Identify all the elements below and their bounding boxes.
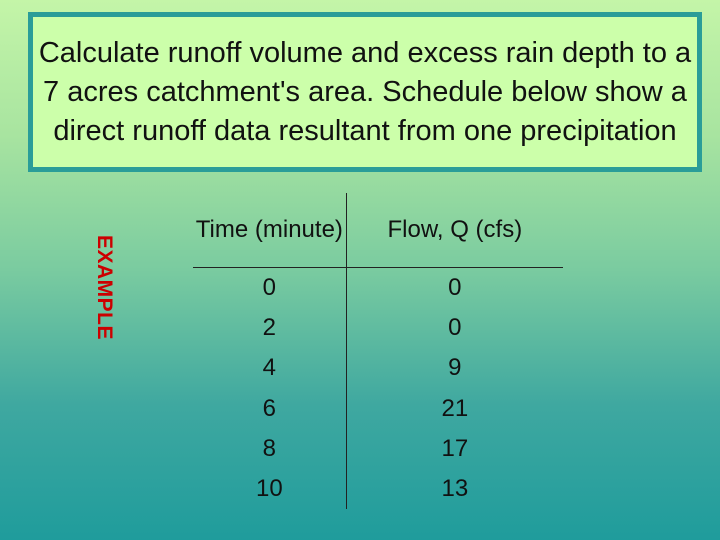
table-row: 2 0 [193,308,563,349]
table-row: 6 21 [193,388,563,429]
cell-flow: 9 [448,354,462,382]
header-flow: Flow, Q (cfs) [346,193,563,268]
title-box: Calculate runoff volume and excess rain … [28,12,702,172]
cell-flow: 13 [441,474,469,502]
cell-time: 2 [193,308,347,349]
cell-time: 4 [193,348,347,389]
cell-flow: 21 [441,394,469,422]
cell-time: 8 [193,428,347,469]
table-header-row: Time (minute) Flow, Q (cfs) [193,193,563,268]
table-row: 4 9 [193,348,563,389]
cell-flow: 0 [448,274,462,302]
cell-time: 0 [193,267,347,309]
table-row: 0 0 [193,267,563,309]
runoff-data-table: Time (minute) Flow, Q (cfs) 0 0 2 0 4 9 … [193,193,563,509]
table-row: 8 17 [193,428,563,469]
table-row: 10 13 [193,468,563,509]
example-label: EXAMPLE [93,235,116,341]
header-time: Time (minute) [193,193,347,268]
cell-flow: 17 [441,434,469,462]
cell-time: 6 [193,388,347,429]
slide-title: Calculate runoff volume and excess rain … [38,36,692,147]
cell-flow: 0 [448,314,462,342]
cell-time: 10 [193,468,347,509]
